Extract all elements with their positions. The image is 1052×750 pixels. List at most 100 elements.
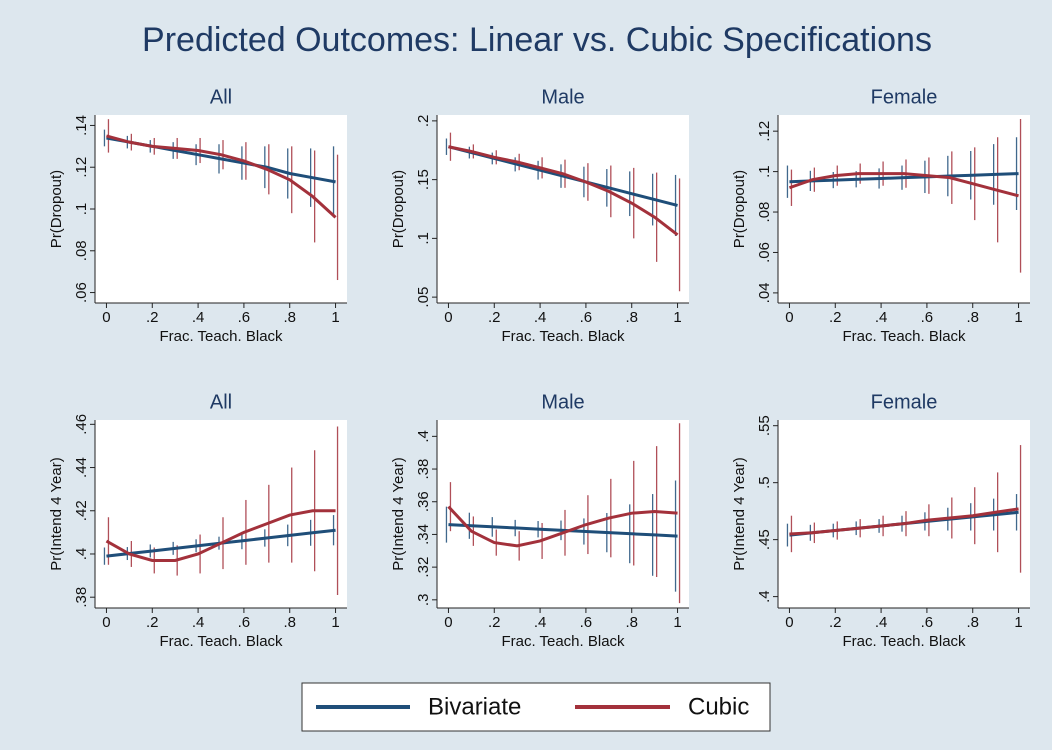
x-tick-label: .8 [625,309,638,326]
y-tick-label: .1 [415,232,432,245]
plot-area [778,115,1030,303]
y-tick-label: .34 [415,524,432,545]
x-tick-label: .6 [580,309,593,326]
series-line [789,172,1019,184]
x-tick-label: 0 [785,309,793,326]
y-tick-label: .55 [756,415,773,436]
y-tick-label: .45 [756,529,773,550]
y-tick-label: .12 [73,157,90,178]
x-tick-label: .4 [192,614,205,631]
plot-area [95,115,347,303]
y-tick-label: .14 [73,115,90,136]
series-line [789,507,1019,536]
panel-title: Female [871,86,938,108]
y-tick-label: .5 [756,476,773,489]
x-axis-label: Frac. Teach. Black [842,633,966,650]
x-tick-label: 0 [444,309,452,326]
x-tick-label: .8 [283,614,296,631]
x-tick-label: .2 [146,309,159,326]
legend-label: Bivariate [428,693,521,720]
y-axis-label: Pr(Intend 4 Year) [731,457,748,570]
y-axis-label: Pr(Intend 4 Year) [48,457,65,570]
y-tick-label: .12 [756,121,773,142]
y-tick-label: .4 [415,430,432,443]
y-tick-label: .1 [73,203,90,216]
x-axis-label: Frac. Teach. Black [842,328,966,345]
x-tick-label: .4 [875,309,888,326]
x-tick-label: 0 [102,309,110,326]
y-tick-label: .15 [415,169,432,190]
x-tick-label: .6 [580,614,593,631]
x-tick-label: 1 [673,614,681,631]
y-axis-label: Pr(Dropout) [390,170,407,248]
x-tick-label: .4 [534,309,547,326]
x-tick-label: 0 [785,614,793,631]
panel-title: Female [871,391,938,413]
series-line [448,523,678,538]
x-tick-label: .6 [238,614,251,631]
x-tick-label: .2 [146,614,159,631]
x-tick-label: .4 [192,309,205,326]
plot-area [437,115,689,303]
y-tick-label: .08 [756,202,773,223]
x-tick-label: .4 [875,614,888,631]
x-tick-label: .8 [625,614,638,631]
x-tick-label: 1 [673,309,681,326]
y-tick-label: .46 [73,414,90,435]
x-tick-label: .2 [488,309,501,326]
panel-title: Male [541,391,584,413]
y-tick-label: .4 [73,548,90,561]
plot-area [95,420,347,608]
x-tick-label: 1 [1014,614,1022,631]
y-tick-label: .08 [73,240,90,261]
x-axis-label: Frac. Teach. Black [159,633,283,650]
x-axis-label: Frac. Teach. Black [159,328,283,345]
x-tick-label: .8 [966,614,979,631]
y-tick-label: .1 [756,165,773,178]
series-line [448,145,679,237]
y-tick-label: .32 [415,557,432,578]
y-tick-label: .36 [415,491,432,512]
y-tick-label: .44 [73,457,90,478]
x-axis-label: Frac. Teach. Black [501,328,625,345]
series-line [106,134,337,219]
x-tick-label: .2 [488,614,501,631]
x-tick-label: 1 [331,309,339,326]
panel-title: Male [541,86,584,108]
x-tick-label: 1 [331,614,339,631]
y-tick-label: .38 [73,587,90,608]
x-tick-label: 0 [444,614,452,631]
panel-title: All [210,391,232,413]
x-tick-label: .6 [921,309,934,326]
chart-title: Predicted Outcomes: Linear vs. Cubic Spe… [142,21,932,59]
x-tick-label: .6 [238,309,251,326]
x-tick-label: .2 [829,309,842,326]
legend-label: Cubic [688,693,749,720]
y-tick-label: .3 [415,594,432,607]
y-axis-label: Pr(Intend 4 Year) [390,457,407,570]
x-tick-label: 0 [102,614,110,631]
x-axis-label: Frac. Teach. Black [501,633,625,650]
x-tick-label: .8 [283,309,296,326]
x-tick-label: .4 [534,614,547,631]
x-tick-label: 1 [1014,309,1022,326]
panel-title: All [210,86,232,108]
x-tick-label: .8 [966,309,979,326]
plot-area [437,420,689,608]
x-tick-label: .2 [829,614,842,631]
y-tick-label: .06 [73,282,90,303]
series-line [105,509,336,562]
y-tick-label: .2 [415,115,432,128]
series-line [788,172,1019,198]
y-tick-label: .42 [73,500,90,521]
y-tick-label: .06 [756,242,773,263]
y-tick-label: .38 [415,459,432,480]
y-axis-label: Pr(Dropout) [48,170,65,248]
y-tick-label: .05 [415,287,432,308]
y-axis-label: Pr(Dropout) [731,170,748,248]
x-tick-label: .6 [921,614,934,631]
series-line [447,505,678,548]
y-tick-label: .04 [756,282,773,303]
y-tick-label: .4 [756,590,773,603]
